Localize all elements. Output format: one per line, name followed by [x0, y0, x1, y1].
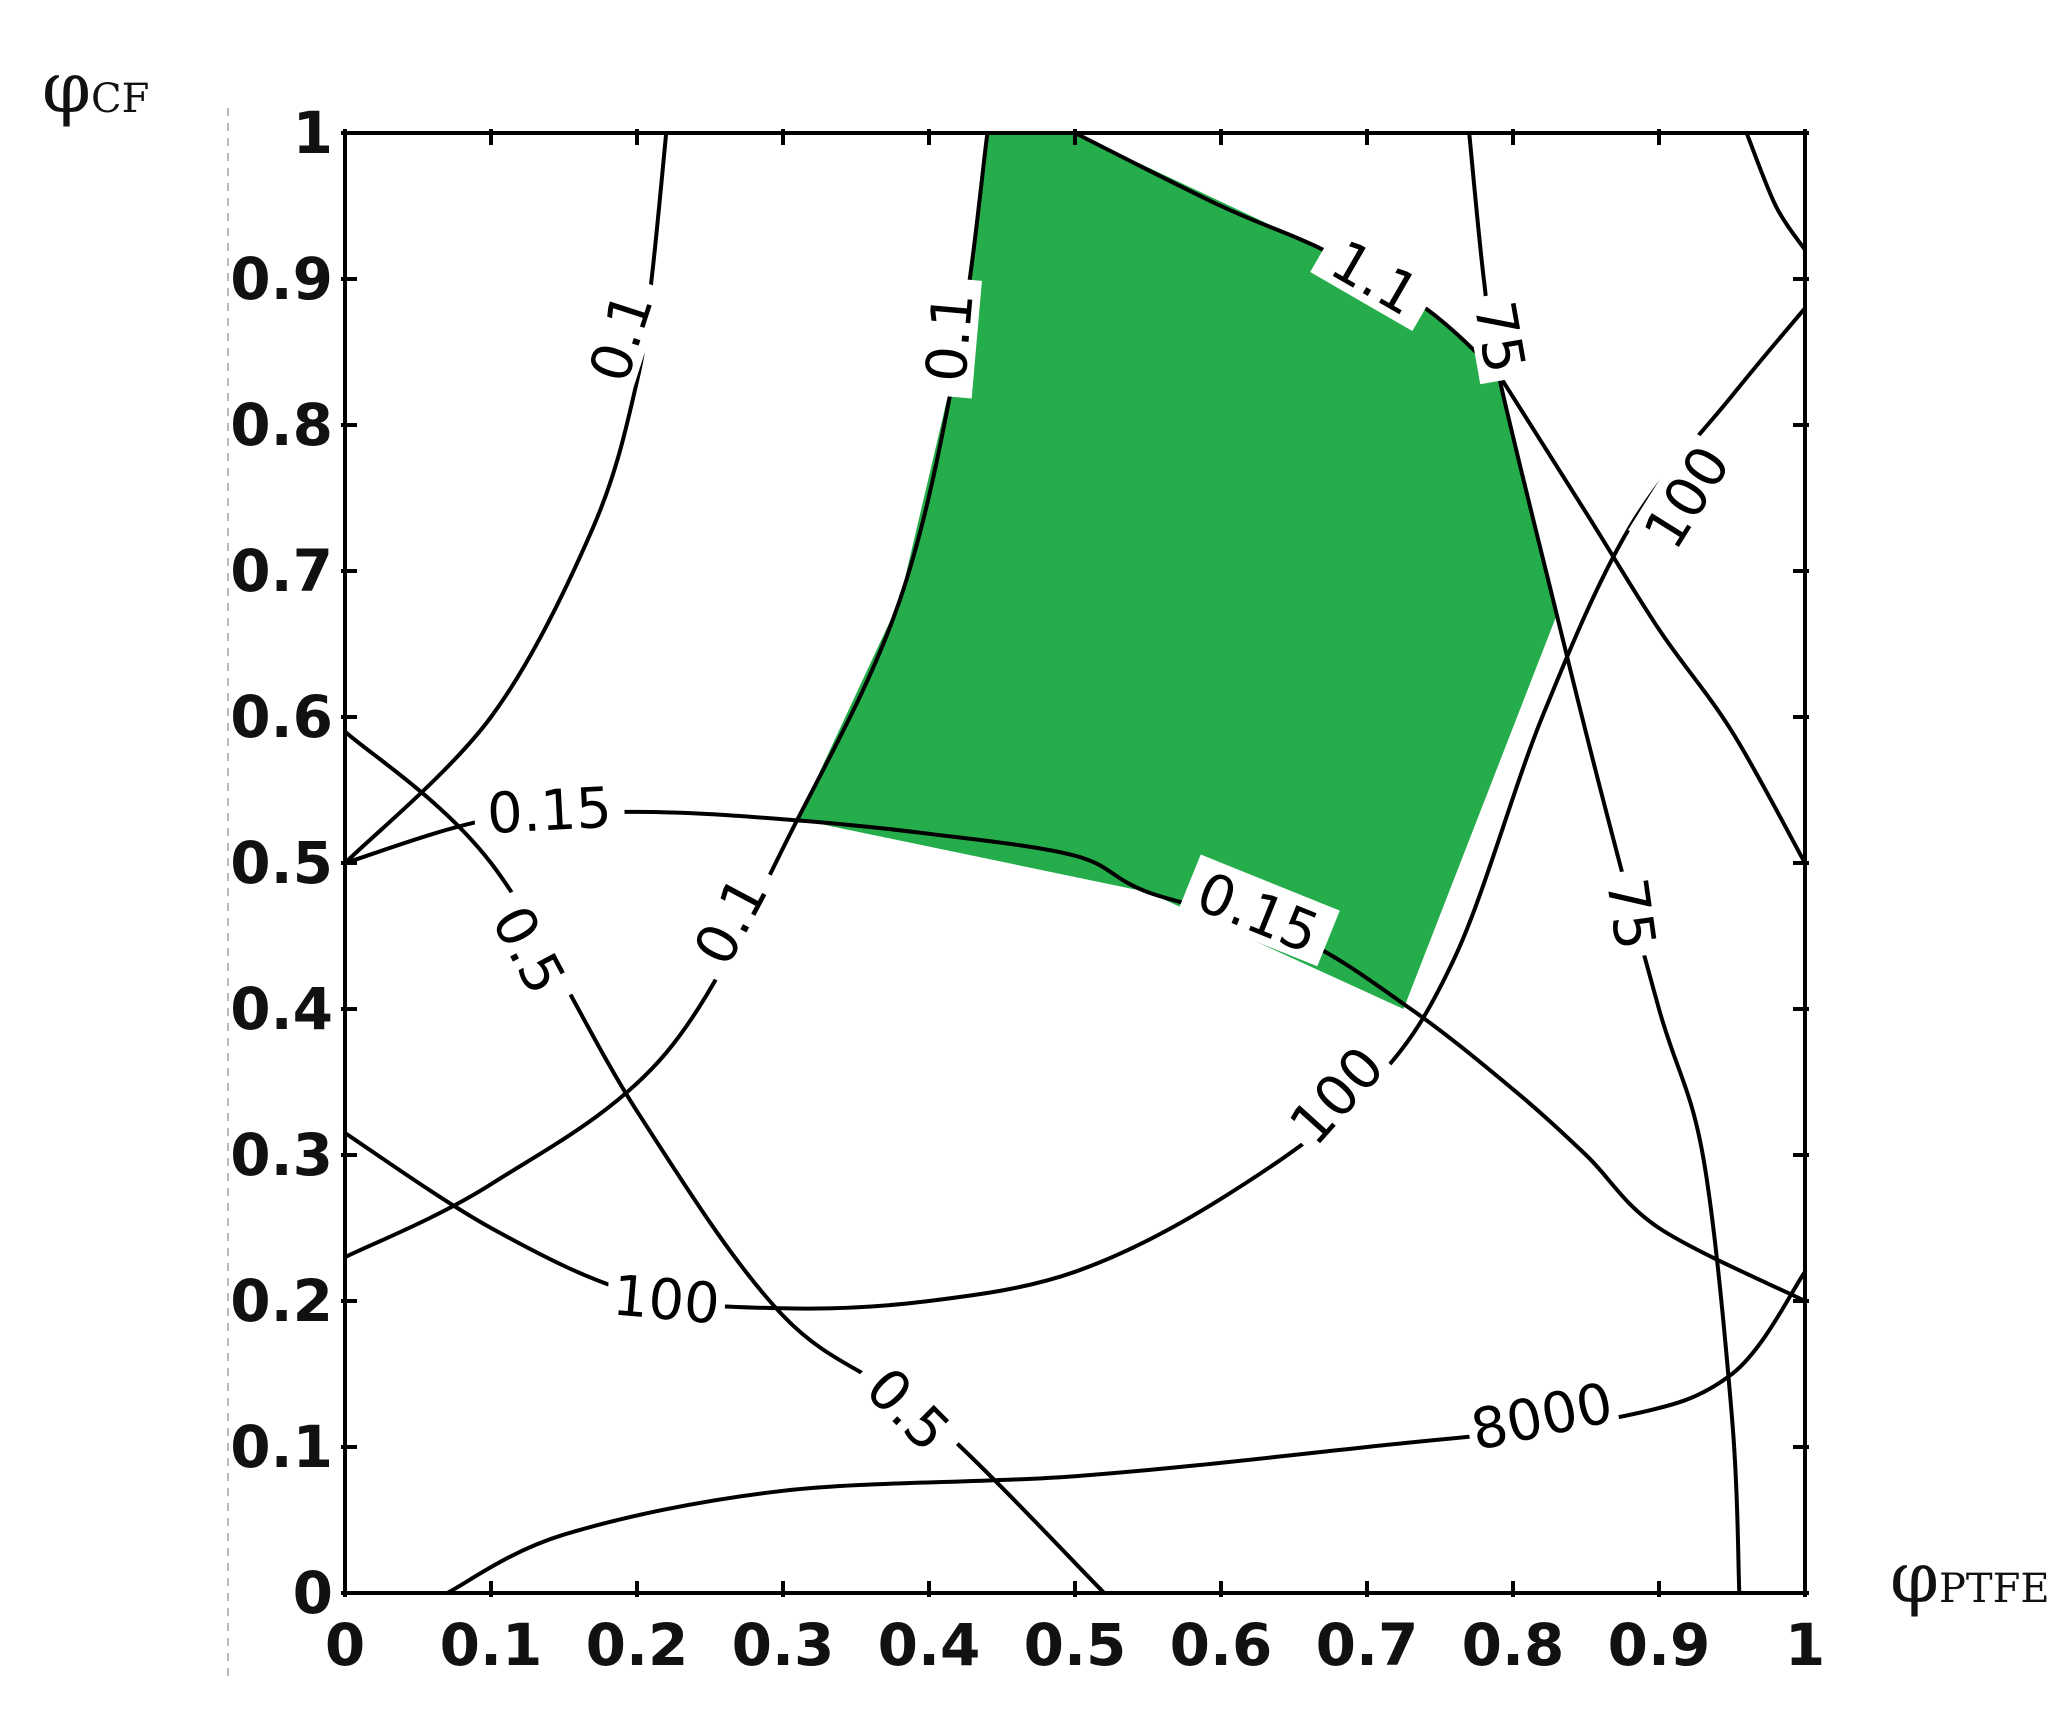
y-tick-label: 0.6	[230, 683, 333, 751]
x-tick-label: 0.2	[586, 1611, 689, 1679]
x-tick-label: 0.8	[1462, 1611, 1565, 1679]
contour-label-group: 75	[1461, 289, 1540, 385]
contour-label-backdrop	[846, 1344, 973, 1471]
contour-line-8000	[445, 1269, 1807, 1595]
y-axis-symbol: φ	[42, 47, 91, 129]
y-tick-label: 1	[293, 99, 333, 167]
x-tick-label: 0.3	[732, 1611, 835, 1679]
contour-label-group: 0.5	[476, 882, 586, 1015]
x-tick-label: 1	[1785, 1611, 1825, 1679]
x-tick-label: 0.5	[1024, 1611, 1127, 1679]
contour-label-group: 8000	[1461, 1368, 1621, 1464]
contour-label: 75	[1593, 874, 1667, 954]
y-tick-label: 0	[293, 1559, 333, 1627]
x-axis-subscript: PTFE	[1939, 1566, 2050, 1612]
contour-label: 8000	[1466, 1371, 1619, 1464]
contour-label-backdrop	[1273, 1030, 1397, 1158]
contour-label-backdrop	[1598, 866, 1670, 961]
contour-label-backdrop	[472, 774, 626, 842]
x-axis-symbol: φ	[1890, 1537, 1939, 1619]
y-tick-label: 0.5	[230, 829, 333, 897]
contour-label-backdrop	[571, 270, 666, 402]
y-tick-label: 0.2	[230, 1267, 333, 1335]
y-tick-labels: 0 0.1 0.2 0.3 0.4 0.5 0.6 0.7 0.8 0.9 1	[230, 99, 333, 1627]
contour-label-group: 100	[1273, 1030, 1398, 1158]
y-tick-label: 0.9	[230, 245, 333, 313]
contour-label-group: 100	[1628, 429, 1744, 562]
contour-label-backdrop	[674, 853, 783, 986]
feasible-region	[797, 133, 1557, 1009]
x-tick-label: 0.6	[1170, 1611, 1273, 1679]
contour-label-group: 0.15	[472, 774, 626, 847]
contour-label: 0.15	[485, 776, 613, 847]
y-axis-title: φCF	[42, 47, 149, 129]
feasible-region-layer	[797, 133, 1557, 1009]
y-tick-label: 0.4	[230, 975, 333, 1043]
contour-label-backdrop	[605, 1261, 728, 1333]
contour-label-group: 0.5	[846, 1344, 973, 1471]
contour-label-group: 0.1	[911, 275, 987, 399]
contour-line-1-1	[1073, 131, 1501, 376]
contour-line-0-5	[343, 729, 1107, 1595]
contour-line-0-1	[343, 131, 669, 865]
contour-label-backdrop	[1178, 854, 1340, 967]
y-axis-subscript: CF	[91, 76, 149, 122]
contour-label-backdrop	[911, 275, 982, 399]
x-tick-labels: 0 0.1 0.2 0.3 0.4 0.5 0.6 0.7 0.8 0.9 1	[325, 1611, 1825, 1679]
x-tick-label: 0.1	[440, 1611, 543, 1679]
y-tick-label: 0.7	[230, 537, 333, 605]
contour-label: 0.1	[914, 290, 987, 384]
contour-label-group: 0.1	[571, 270, 667, 402]
y-tick-label: 0.3	[230, 1121, 333, 1189]
contour-line-0-15	[343, 809, 1807, 1303]
contour-line-100	[1496, 371, 1807, 865]
contour-line-100	[1744, 131, 1807, 252]
x-axis-title: φPTFE	[1890, 1537, 2050, 1619]
y-tick-label: 0.1	[230, 1413, 333, 1481]
contour-label-backdrop	[1461, 1368, 1621, 1459]
contour-label-backdrop	[1628, 429, 1742, 562]
contour-label-backdrop	[476, 882, 586, 1015]
contour-label: 100	[610, 1263, 722, 1337]
contour-label-backdrop	[1465, 289, 1540, 385]
y-tick-label: 0.8	[230, 391, 333, 459]
x-tick-label: 0.4	[878, 1611, 981, 1679]
x-tick-label: 0.9	[1608, 1611, 1711, 1679]
x-tick-label: 0.7	[1316, 1611, 1419, 1679]
x-tick-label: 0	[325, 1611, 365, 1679]
contour-label: 100	[1278, 1035, 1398, 1158]
contour-label-backdrop	[1310, 220, 1443, 332]
contour-label: 75	[1461, 297, 1537, 378]
contour-label-group: 75	[1593, 866, 1670, 961]
contour-label-group: 100	[605, 1261, 728, 1338]
axis-ticks	[341, 129, 1809, 1597]
